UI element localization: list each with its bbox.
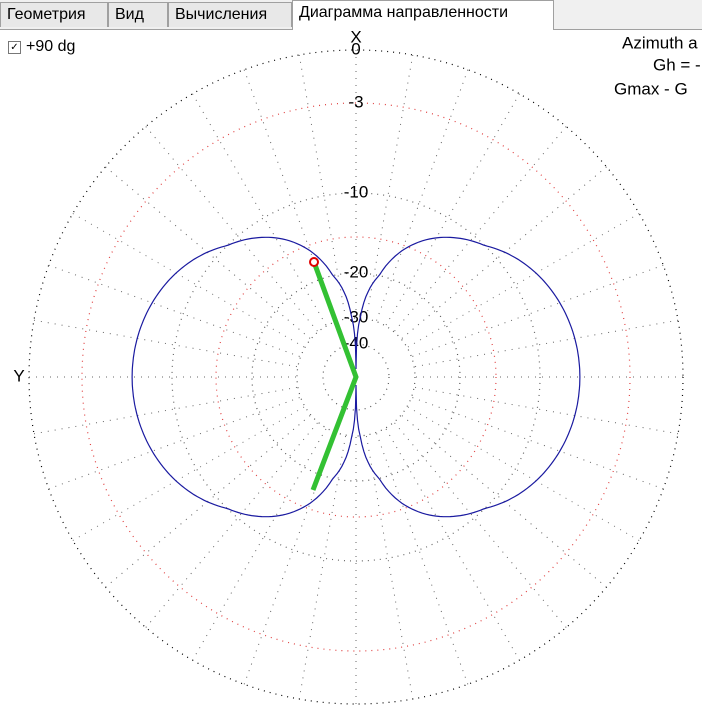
info-text: Gh = - [653, 55, 701, 74]
ring-label: -10 [344, 182, 369, 201]
ring-label: -40 [344, 333, 369, 352]
spoke [192, 428, 327, 661]
spoke [192, 93, 327, 326]
spoke [415, 386, 679, 435]
spoke [412, 397, 664, 490]
ring-label: -3 [348, 92, 363, 111]
ring [322, 343, 390, 411]
info-text: Azimuth a [622, 33, 698, 52]
spoke [394, 126, 567, 332]
tab[interactable]: Геометрия [0, 2, 108, 27]
tab-bar: Геометрия Вид Вычисления Диаграмма направле… [0, 0, 702, 30]
axis-label: X [350, 30, 361, 46]
spoke [415, 319, 679, 368]
spoke [33, 386, 297, 435]
ring [215, 236, 497, 518]
info-text: Gmax - G [614, 79, 688, 98]
checkbox[interactable]: ✓ +90 dg [8, 38, 75, 56]
spoke [72, 213, 305, 348]
checkbox-box[interactable]: ✓ [8, 40, 21, 54]
spoke [394, 422, 567, 628]
spoke [385, 93, 520, 326]
cursor-line [310, 261, 359, 491]
spoke [376, 433, 469, 685]
polar-plot: 0 -3 -10 -20 -30 -40 X Y Azimuth a Gh = - Gmax - G [13, 30, 701, 705]
spoke [48, 397, 300, 490]
spoke [376, 69, 469, 321]
spoke [298, 436, 347, 700]
ring-label: -30 [344, 307, 369, 326]
spoke [407, 213, 640, 348]
spoke [145, 126, 318, 332]
spoke [243, 433, 336, 685]
spoke [243, 69, 336, 321]
cursor-marker [309, 257, 319, 267]
spoke [365, 436, 414, 700]
spoke [298, 54, 347, 318]
tab[interactable]: Вид [108, 2, 168, 27]
spoke [33, 319, 297, 368]
spoke [407, 406, 640, 541]
spoke [365, 54, 414, 318]
ring [81, 102, 631, 652]
pattern [131, 236, 581, 518]
ring [296, 317, 416, 437]
axis-label: Y [13, 366, 24, 385]
spoke [412, 264, 664, 357]
tab[interactable]: Диаграмма направленности [292, 0, 554, 30]
spoke [48, 264, 300, 357]
ring [251, 272, 461, 482]
spoke [145, 422, 318, 628]
checkbox-label: +90 dg [26, 38, 76, 55]
ring-label: 0 [351, 39, 360, 58]
ring [171, 192, 541, 562]
spoke [72, 406, 305, 541]
ring-label: -20 [344, 262, 369, 281]
tab[interactable]: Вычисления [168, 2, 292, 27]
spoke [385, 428, 520, 661]
